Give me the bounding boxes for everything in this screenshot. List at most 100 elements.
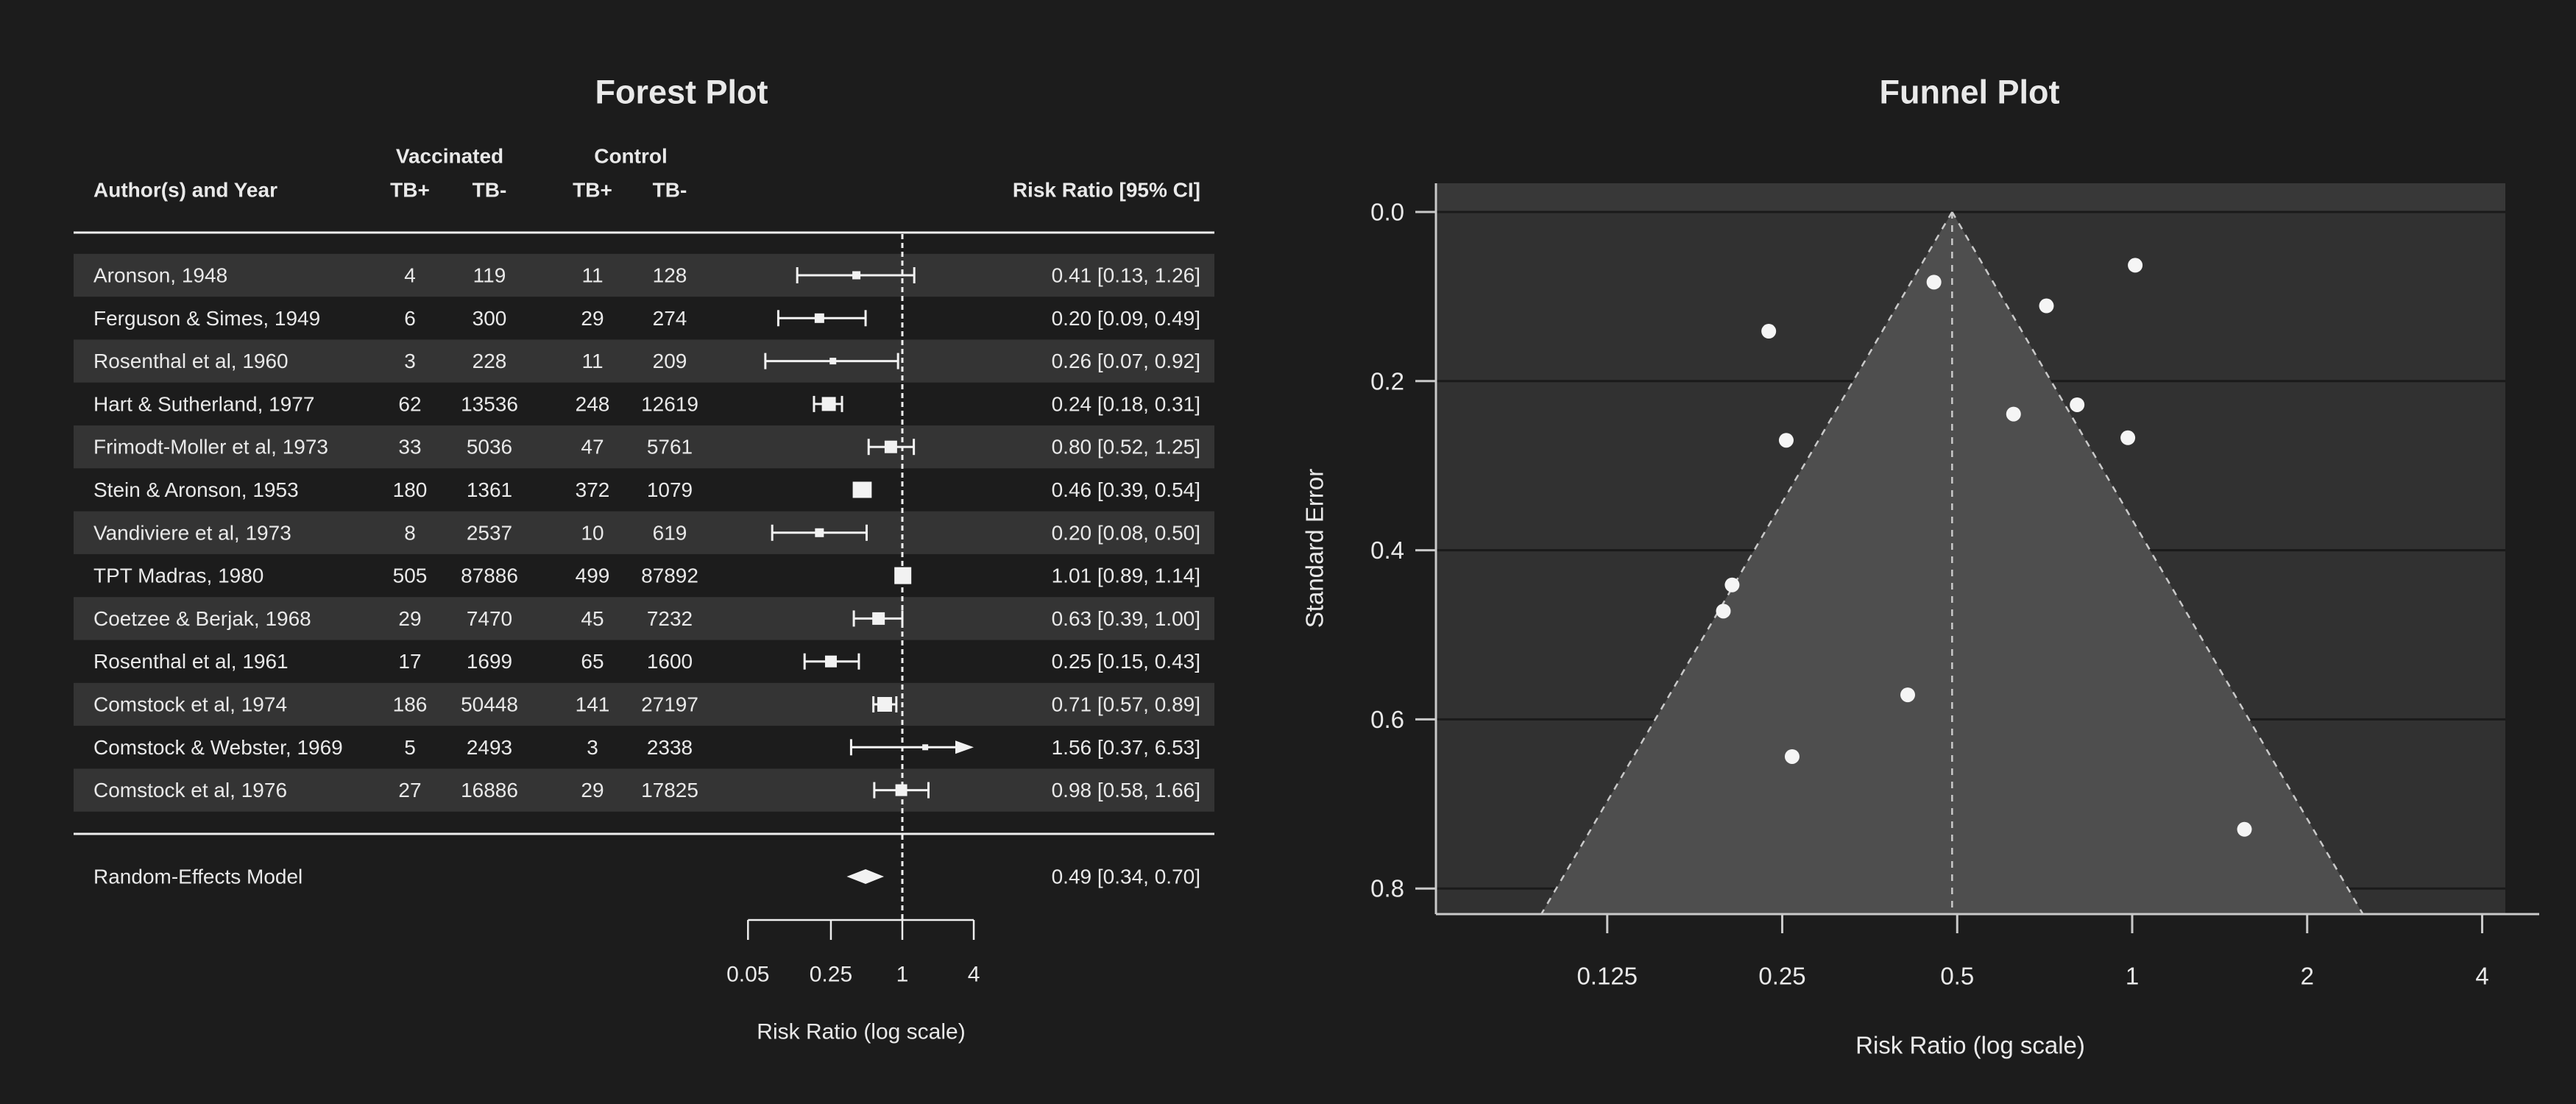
study-count: 248 xyxy=(576,392,610,415)
funnel-top-band xyxy=(1436,183,2505,212)
effect-square xyxy=(894,567,912,584)
study-count: 13536 xyxy=(461,392,518,415)
forest-title: Forest Plot xyxy=(595,74,768,111)
study-count: 141 xyxy=(576,693,610,716)
study-author: Frimodt-Moller et al, 1973 xyxy=(93,436,328,459)
study-count: 65 xyxy=(581,650,604,673)
study-ci-value: 0.41 [0.13, 1.26] xyxy=(1052,264,1200,287)
column-group-control: Control xyxy=(594,145,668,168)
study-count: 499 xyxy=(576,565,610,587)
study-count: 3 xyxy=(587,736,598,759)
forest-row: Rosenthal et al, 1961 17 1699 65 1600 0.25 [0… xyxy=(93,650,1200,673)
study-count: 1361 xyxy=(467,478,512,501)
study-ci-value: 0.20 [0.08, 0.50] xyxy=(1052,521,1200,544)
study-author: Stein & Aronson, 1953 xyxy=(93,478,299,501)
study-author: Hart & Sutherland, 1977 xyxy=(93,392,314,415)
study-ci-value: 0.24 [0.18, 0.31] xyxy=(1052,392,1200,415)
study-count: 27 xyxy=(398,779,421,802)
study-count: 87886 xyxy=(461,565,518,587)
study-author: Rosenthal et al, 1961 xyxy=(93,650,289,673)
study-count: 1079 xyxy=(647,478,693,501)
study-count: 10 xyxy=(581,521,604,544)
study-ci-value: 1.01 [0.89, 1.14] xyxy=(1052,565,1200,587)
effect-square xyxy=(922,744,929,751)
study-count: 29 xyxy=(581,307,604,330)
funnel-point xyxy=(2120,430,2136,445)
study-count: 5761 xyxy=(647,436,693,459)
row-stripe xyxy=(74,768,1214,812)
study-author: Comstock et al, 1974 xyxy=(93,693,287,716)
study-ci-value: 0.63 [0.39, 1.00] xyxy=(1052,607,1200,630)
funnel-point xyxy=(1724,577,1740,592)
forest-row: TPT Madras, 1980 505 87886 499 87892 1.01 [0.… xyxy=(93,565,1200,587)
study-count: 300 xyxy=(473,307,507,330)
funnel-x-tick-label: 0.125 xyxy=(1577,963,1638,990)
study-count: 186 xyxy=(393,693,428,716)
effect-square xyxy=(877,697,893,712)
summary-ci-value: 0.49 [0.34, 0.70] xyxy=(1052,866,1200,888)
row-stripe xyxy=(74,253,1214,297)
row-stripe xyxy=(74,339,1214,383)
study-count: 17 xyxy=(398,650,421,673)
study-count: 180 xyxy=(393,478,428,501)
funnel-x-tick-label: 0.5 xyxy=(1940,963,1974,990)
funnel-x-tick-label: 2 xyxy=(2301,963,2314,990)
forest-row: Ferguson & Simes, 1949 6 300 29 274 0.20 [0.0… xyxy=(93,307,1200,330)
study-author: Comstock & Webster, 1969 xyxy=(93,736,343,759)
study-count: 50448 xyxy=(461,693,518,716)
effect-square xyxy=(824,655,837,668)
funnel-point xyxy=(2006,406,2021,422)
row-stripe xyxy=(74,597,1214,640)
column-group-vaccinated: Vaccinated xyxy=(396,145,503,168)
row-stripe xyxy=(74,425,1214,469)
funnel-point xyxy=(1900,687,1916,703)
forest-x-tick-label: 1 xyxy=(896,963,909,987)
forest-row: Stein & Aronson, 1953 180 1361 372 1079 0.46 … xyxy=(93,478,1200,501)
funnel-point xyxy=(1784,749,1800,764)
forest-x-tick-label: 0.05 xyxy=(726,963,769,987)
study-count: 3 xyxy=(404,350,416,372)
funnel-y-tick-label: 0.2 xyxy=(1370,367,1404,394)
column-header-tb-pos-vaccinated: TB+ xyxy=(390,179,430,202)
forest-row: Comstock & Webster, 1969 5 2493 3 2338 1.56 [… xyxy=(93,736,1200,759)
forest-row: Hart & Sutherland, 1977 62 13536 248 12619 0.… xyxy=(93,392,1200,415)
study-count: 5 xyxy=(404,736,416,759)
study-count: 372 xyxy=(576,478,610,501)
study-count: 1699 xyxy=(467,650,512,673)
study-count: 2493 xyxy=(467,736,512,759)
study-count: 619 xyxy=(653,521,687,544)
funnel-x-tick-label: 4 xyxy=(2475,963,2488,990)
funnel-point xyxy=(1716,604,1731,619)
study-count: 11 xyxy=(581,350,603,372)
column-header-effect: Risk Ratio [95% CI] xyxy=(1013,179,1200,202)
study-author: Coetzee & Berjak, 1968 xyxy=(93,607,311,630)
funnel-point xyxy=(2070,397,2085,412)
study-author: Ferguson & Simes, 1949 xyxy=(93,307,320,330)
summary-diamond xyxy=(846,869,885,884)
funnel-x-axis-title: Risk Ratio (log scale) xyxy=(1855,1032,2085,1059)
ci-arrow-high xyxy=(955,740,974,754)
funnel-y-tick-label: 0.0 xyxy=(1370,199,1404,226)
effect-square xyxy=(854,481,871,498)
study-count: 27197 xyxy=(641,693,698,716)
study-count: 228 xyxy=(473,350,507,372)
study-count: 29 xyxy=(581,779,604,802)
study-count: 1600 xyxy=(647,650,693,673)
study-ci-value: 0.71 [0.57, 0.89] xyxy=(1052,693,1200,716)
funnel-edge-right xyxy=(1951,211,2364,915)
summary-label: Random-Effects Model xyxy=(93,866,302,888)
column-header-tb-neg-vaccinated: TB- xyxy=(473,179,507,202)
effect-square xyxy=(821,397,836,411)
study-ci-value: 0.80 [0.52, 1.25] xyxy=(1052,436,1200,459)
study-count: 2338 xyxy=(647,736,693,759)
forest-x-tick-label: 0.25 xyxy=(810,963,852,987)
funnel-y-tick-label: 0.8 xyxy=(1370,875,1404,902)
study-count: 87892 xyxy=(641,565,698,587)
forest-row: Vandiviere et al, 1973 8 2537 10 619 0.20 [0.… xyxy=(93,521,1200,544)
study-count: 209 xyxy=(653,350,687,372)
funnel-point xyxy=(1761,324,1777,339)
row-stripe xyxy=(74,682,1214,726)
funnel-point xyxy=(2128,258,2143,273)
study-count: 6 xyxy=(404,307,416,330)
